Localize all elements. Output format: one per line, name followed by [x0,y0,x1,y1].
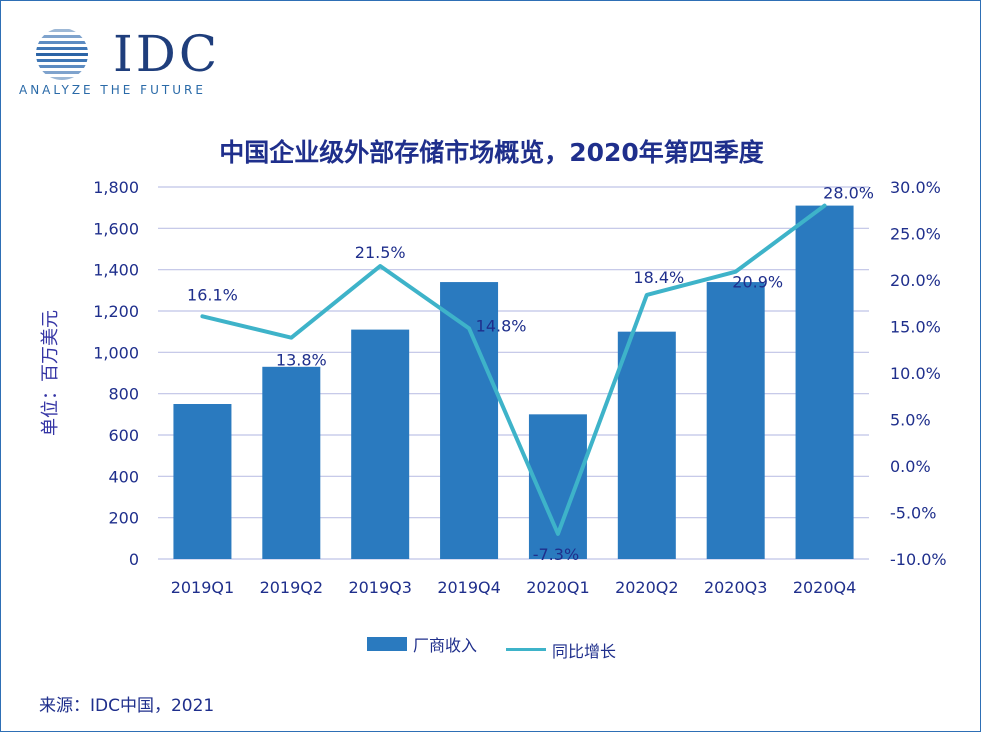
x-tick-label: 2020Q1 [526,578,590,597]
legend-label-growth: 同比增长 [552,641,617,661]
y-tick-label: 1,600 [93,219,139,238]
growth-data-label: 16.1% [187,285,238,304]
chart-title: 中国企业级外部存储市场概览，2020年第四季度 [219,138,764,167]
growth-data-label: 28.0% [823,184,874,203]
legend-item-revenue: 厂商收入 [366,632,477,656]
bar-2019q3 [351,329,410,559]
globe-logo-icon [36,29,88,80]
growth-line [200,203,827,536]
y2-tick-label: 20.0% [890,271,941,290]
y2-tick-label: 30.0% [890,178,941,197]
logo-tagline: ANALYZE THE FUTURE [19,83,206,97]
bar-2019q2 [262,366,321,559]
y-tick-label: 600 [108,426,139,445]
chart-plot: 0 200 400 600 800 1,000 1,200 1,400 1,600 1,800 -1… [93,178,947,597]
x-tick-label: 2019Q1 [171,578,235,597]
growth-data-label: 20.9% [732,273,783,292]
x-tick-label: 2020Q2 [615,578,679,597]
x-tick-label: 2020Q3 [704,578,768,597]
y2-tick-label: 25.0% [890,225,941,244]
x-tick-label: 2019Q3 [348,578,412,597]
bar-2020q3 [706,282,765,559]
y-tick-label: 1,000 [93,343,139,362]
y-tick-label: 200 [108,509,139,528]
y2-tick-label: 15.0% [890,318,941,337]
bar-2020q4 [795,205,854,559]
x-tick-label: 2019Q4 [437,578,501,597]
legend-swatch-line [506,648,547,651]
y2-tick-label: 10.0% [890,364,941,383]
y2-tick-label: -10.0% [890,550,947,569]
legend-item-growth: 同比增长 [506,638,616,662]
legend-swatch-bar [366,637,407,651]
growth-data-label: 18.4% [633,268,684,287]
idc-logo: IDC ANALYZE THE FUTURE [17,27,237,103]
y2-tick-label: -5.0% [890,504,936,523]
chart-legend: 厂商收入 同比增长 [1,632,981,662]
y-tick-label: 1,200 [93,302,139,321]
x-tick-label: 2019Q2 [260,578,324,597]
y2-tick-label: 0.0% [890,457,931,476]
logo-wordmark: IDC [113,25,221,83]
growth-data-label: 14.8% [476,316,527,335]
y-tick-label: 1,800 [93,178,139,197]
growth-data-label: 13.8% [276,351,327,370]
bar-2020q2 [617,331,676,559]
source-note: 来源：IDC中国，2021 [39,696,215,716]
x-tick-label: 2020Q4 [793,578,857,597]
growth-data-label: 21.5% [355,243,406,262]
y-tick-label: 400 [108,467,139,486]
y-tick-label: 1,400 [93,261,139,280]
y2-tick-label: 5.0% [890,411,931,430]
growth-data-label: -7.3% [533,545,579,564]
bar-2019q1 [173,404,232,559]
y-tick-label: 0 [129,550,139,569]
y-tick-label: 800 [108,385,139,404]
legend-label-revenue: 厂商收入 [412,636,477,655]
